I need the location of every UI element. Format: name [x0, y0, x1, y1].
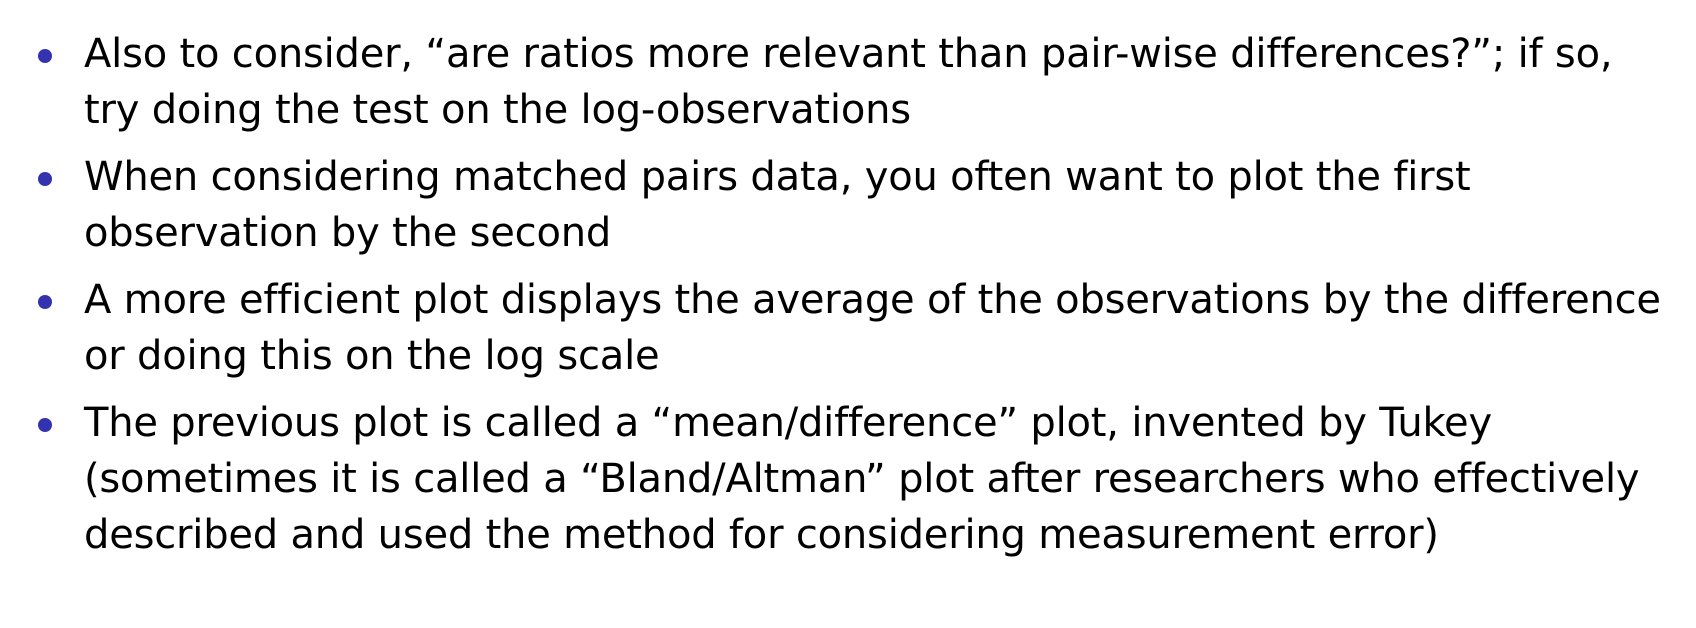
bullet-item-matched-pairs: When considering matched pairs data, you…	[38, 149, 1678, 261]
bullet-text-line: (sometimes it is called a “Bland/Altman”…	[84, 456, 1640, 502]
bullet-dot-icon	[38, 295, 52, 309]
bullet-dot-icon	[38, 172, 52, 186]
bullet-text-line: The previous plot is called a “mean/diff…	[84, 400, 1492, 446]
bullet-text-line: try doing the test on the log-observatio…	[84, 87, 911, 133]
bullet-item-ratios: Also to consider, “are ratios more relev…	[38, 26, 1678, 138]
bullet-text-line: described and used the method for consid…	[84, 512, 1439, 558]
bullet-item-efficient-plot: A more efficient plot displays the avera…	[38, 272, 1678, 384]
bullet-text-line: A more efficient plot displays the avera…	[84, 277, 1661, 323]
bullet-text-line: observation by the second	[84, 210, 612, 256]
bullet-text-line: or doing this on the log scale	[84, 333, 660, 379]
bullet-text-line: Also to consider, “are ratios more relev…	[84, 31, 1613, 77]
bullet-dot-icon	[38, 49, 52, 63]
bullet-list: Also to consider, “are ratios more relev…	[38, 26, 1678, 574]
bullet-item-mean-difference: The previous plot is called a “mean/diff…	[38, 395, 1678, 563]
bullet-dot-icon	[38, 418, 52, 432]
bullet-text-line: When considering matched pairs data, you…	[84, 154, 1471, 200]
